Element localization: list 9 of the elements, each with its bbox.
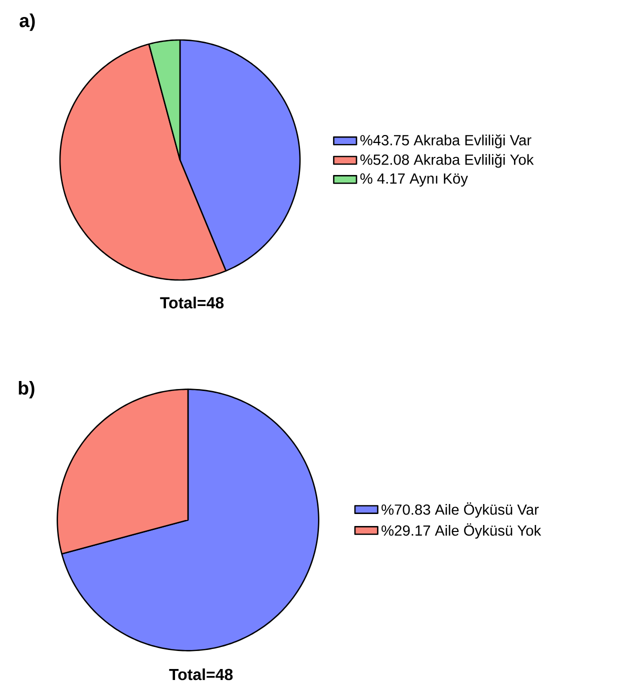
legend-label: %52.08 Akraba Evliliği Yok xyxy=(360,154,534,168)
legend-label: %43.75 Akraba Evliliği Var xyxy=(360,134,532,148)
legend-label: %29.17 Aile Öyküsü Yok xyxy=(382,523,542,539)
legend-label: % 4.17 Aynı Köy xyxy=(360,173,468,187)
text: Total=48 xyxy=(160,296,224,308)
chart-title: a) xyxy=(20,14,35,31)
legend-label: %70.83 Aile Öyküsü Var xyxy=(382,502,539,518)
text: Total=48 xyxy=(169,668,233,680)
chart-title: b) xyxy=(18,380,34,398)
